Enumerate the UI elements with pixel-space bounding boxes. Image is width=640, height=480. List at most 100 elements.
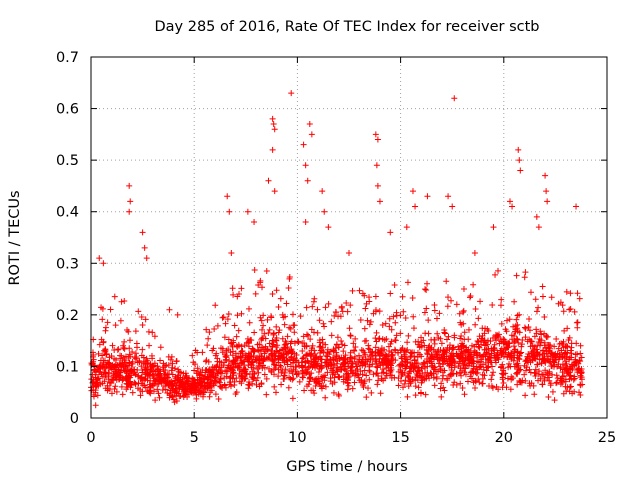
data-point xyxy=(441,387,448,394)
data-point-outlier xyxy=(228,249,235,256)
data-point xyxy=(417,390,424,397)
data-point-outlier xyxy=(533,213,540,220)
data-point-outlier xyxy=(141,244,148,251)
data-point xyxy=(126,337,133,344)
data-point-outlier xyxy=(166,306,173,313)
data-point xyxy=(419,370,426,377)
data-point xyxy=(465,326,472,333)
data-point xyxy=(544,353,551,360)
data-point xyxy=(102,347,109,354)
data-point xyxy=(515,364,522,371)
data-point xyxy=(284,333,291,340)
data-point xyxy=(291,355,298,362)
data-point xyxy=(461,391,468,398)
data-point xyxy=(548,294,555,301)
data-point xyxy=(317,343,324,350)
data-point xyxy=(521,324,528,331)
data-point xyxy=(195,380,202,387)
data-point xyxy=(537,328,544,335)
data-point-outlier xyxy=(509,203,516,210)
data-point xyxy=(532,373,539,380)
data-point xyxy=(269,356,276,363)
data-point xyxy=(503,341,510,348)
data-point xyxy=(399,293,406,300)
data-point xyxy=(495,386,502,393)
data-point xyxy=(476,379,483,386)
data-point xyxy=(290,375,297,382)
data-point xyxy=(522,392,529,399)
y-tick-label: 0.2 xyxy=(56,308,79,324)
data-point xyxy=(299,355,306,362)
data-point xyxy=(229,367,236,374)
data-point xyxy=(557,381,564,388)
data-point xyxy=(401,347,408,354)
data-point xyxy=(577,342,584,349)
data-point xyxy=(309,303,316,310)
data-point xyxy=(410,325,417,332)
data-point xyxy=(285,285,292,292)
data-point xyxy=(515,355,522,362)
data-point xyxy=(318,374,325,381)
data-point xyxy=(506,360,513,367)
data-point xyxy=(328,332,335,339)
data-point xyxy=(333,367,340,374)
data-point xyxy=(568,350,575,357)
data-point xyxy=(335,391,342,398)
data-point xyxy=(301,370,308,377)
data-point xyxy=(139,388,146,395)
data-point xyxy=(492,271,499,278)
data-point xyxy=(433,352,440,359)
data-point xyxy=(424,351,431,358)
data-point xyxy=(461,329,468,336)
data-point xyxy=(169,393,176,400)
data-point xyxy=(395,368,402,375)
data-point xyxy=(400,384,407,391)
data-point xyxy=(460,286,467,293)
data-point xyxy=(290,360,297,367)
data-point xyxy=(154,366,161,373)
grid-lines xyxy=(91,57,607,418)
data-point xyxy=(362,305,369,312)
data-point xyxy=(137,392,144,399)
data-point xyxy=(181,386,188,393)
data-point xyxy=(123,386,130,393)
data-point xyxy=(383,370,390,377)
data-point xyxy=(139,322,146,329)
data-point xyxy=(404,393,411,400)
data-point xyxy=(472,349,479,356)
data-point xyxy=(438,380,445,387)
data-point xyxy=(105,373,112,380)
data-point-outlier xyxy=(270,121,277,128)
data-point xyxy=(112,383,119,390)
data-point xyxy=(431,302,438,309)
data-point xyxy=(336,356,343,363)
data-point xyxy=(372,335,379,342)
data-point xyxy=(257,360,264,367)
data-point xyxy=(184,377,191,384)
data-point xyxy=(277,362,284,369)
data-point xyxy=(472,377,479,384)
data-point xyxy=(268,351,275,358)
data-point-outlier xyxy=(412,203,419,210)
data-point xyxy=(541,355,548,362)
data-point xyxy=(444,303,451,310)
data-point xyxy=(569,363,576,370)
data-point xyxy=(526,316,533,323)
data-point xyxy=(351,348,358,355)
data-point xyxy=(489,384,496,391)
data-point xyxy=(134,344,141,351)
data-point xyxy=(162,378,169,385)
data-point-outlier xyxy=(96,255,103,262)
data-point xyxy=(321,377,328,384)
data-point xyxy=(516,367,523,374)
data-point xyxy=(212,352,219,359)
data-point xyxy=(259,284,266,291)
data-point xyxy=(548,362,555,369)
data-point xyxy=(434,354,441,361)
data-point xyxy=(205,379,212,386)
data-point xyxy=(365,345,372,352)
data-point xyxy=(564,369,571,376)
data-point xyxy=(396,362,403,369)
data-point xyxy=(553,380,560,387)
data-point xyxy=(415,341,422,348)
